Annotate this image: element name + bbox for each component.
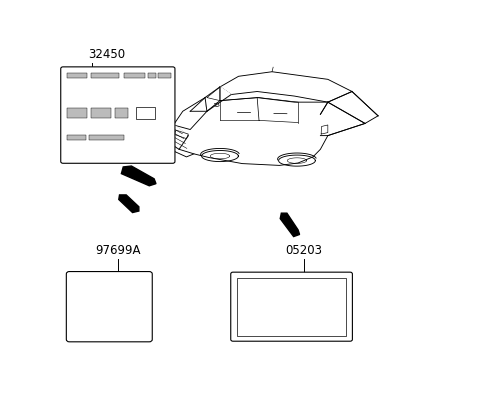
Polygon shape <box>280 213 300 237</box>
Bar <box>67 135 86 140</box>
Bar <box>67 108 87 118</box>
Bar <box>158 73 171 78</box>
Polygon shape <box>121 166 156 186</box>
FancyBboxPatch shape <box>66 271 152 342</box>
Bar <box>124 73 145 78</box>
Text: 97699A: 97699A <box>95 244 141 257</box>
Bar <box>115 108 128 118</box>
FancyBboxPatch shape <box>231 272 352 341</box>
Bar <box>67 73 87 78</box>
Polygon shape <box>168 125 188 149</box>
Bar <box>148 73 156 78</box>
Text: 05203: 05203 <box>285 244 322 257</box>
Text: 32450: 32450 <box>88 48 125 61</box>
Bar <box>135 107 155 119</box>
Bar <box>91 108 111 118</box>
Bar <box>89 135 124 140</box>
Polygon shape <box>205 87 231 111</box>
FancyBboxPatch shape <box>61 67 175 163</box>
Polygon shape <box>119 195 139 213</box>
Bar <box>238 278 346 336</box>
Bar <box>91 73 119 78</box>
